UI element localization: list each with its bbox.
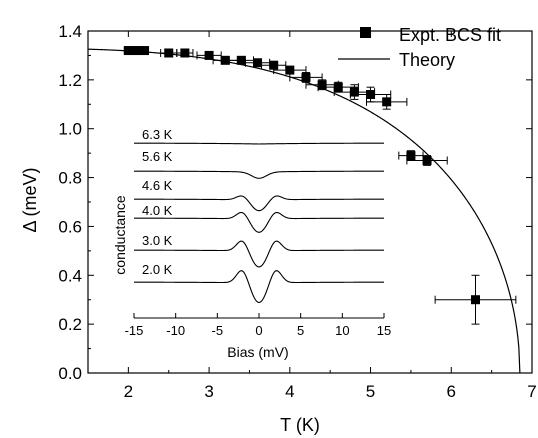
x-tick-label: 2 — [124, 382, 133, 401]
legend: Expt. BCS fit Theory — [338, 25, 501, 70]
x-tick-label: 6 — [447, 382, 456, 401]
legend-label-expt: Expt. BCS fit — [399, 25, 501, 45]
inset-curve — [133, 195, 385, 212]
x-tick-label: 5 — [366, 382, 375, 401]
data-point — [123, 46, 133, 56]
inset-curve-label: 4.0 K — [142, 203, 173, 218]
plot-frame — [87, 30, 533, 374]
legend-marker-expt — [360, 27, 371, 38]
data-point — [301, 72, 311, 82]
data-point — [140, 46, 150, 56]
data-point — [180, 48, 190, 58]
y-tick-label: 1.0 — [58, 120, 82, 139]
y-tick-label: 0.6 — [58, 217, 82, 236]
inset-curve-label: 5.6 K — [142, 149, 173, 164]
inset-curve — [133, 240, 385, 268]
data-point — [253, 58, 263, 68]
inset-curve — [133, 211, 385, 233]
inset-x-tick-label: -15 — [125, 323, 144, 338]
inset-curve — [133, 270, 385, 304]
legend-label-theory: Theory — [399, 50, 455, 70]
x-tick-label: 3 — [204, 382, 213, 401]
data-point — [131, 46, 141, 56]
data-point — [382, 97, 392, 107]
data-point — [333, 82, 343, 92]
inset-curve-label: 6.3 K — [142, 127, 173, 142]
inset-x-tick-label: -5 — [212, 323, 224, 338]
y-tick-label: 1.2 — [58, 71, 82, 90]
data-point — [366, 90, 376, 100]
data-point — [236, 55, 246, 65]
y-tick-label: 0.0 — [58, 364, 82, 383]
data-point — [164, 48, 174, 58]
data-point — [470, 295, 480, 305]
y-tick-label: 1.4 — [58, 22, 82, 41]
data-point — [220, 55, 230, 65]
inset-curve — [133, 142, 385, 145]
inset-x-tick-label: 10 — [335, 323, 349, 338]
data-point — [422, 155, 432, 165]
inset-x-tick-label: 15 — [377, 323, 391, 338]
inset-curve-label: 4.6 K — [142, 178, 173, 193]
inset-x-tick-label: -10 — [166, 323, 185, 338]
inset-curve-label: 2.0 K — [142, 262, 173, 277]
data-point — [285, 65, 295, 75]
y-axis-label: Δ (meV) — [20, 167, 40, 232]
y-tick-label: 0.4 — [58, 266, 82, 285]
data-point — [349, 87, 359, 97]
x-tick-label: 4 — [285, 382, 294, 401]
inset-curve-label: 3.0 K — [142, 233, 173, 248]
y-tick-label: 0.2 — [58, 315, 82, 334]
data-point — [269, 60, 279, 70]
y-tick-label: 0.8 — [58, 169, 82, 188]
inset-curve — [133, 170, 385, 179]
inset-x-tick-label: 0 — [255, 323, 262, 338]
x-tick-label: 7 — [527, 382, 536, 401]
inset-plot: -15 -10 -5 0 5 10 15 6.3 K 5.6 K 4.6 K 4.0 K 3.0 K 2… — [125, 127, 392, 338]
data-point — [317, 80, 327, 90]
x-axis-label: T (K) — [280, 415, 320, 435]
inset-x-tick-label: 5 — [297, 323, 304, 338]
inset-x-axis-label: Bias (mV) — [227, 344, 288, 360]
inset-y-axis-label: conductance — [112, 195, 128, 275]
data-point — [406, 151, 416, 161]
data-point — [204, 50, 214, 60]
main-plot: 2 3 4 5 6 7 0.0 0.2 0.4 0.6 0.8 1.0 1.2 1.4 — [58, 22, 536, 401]
